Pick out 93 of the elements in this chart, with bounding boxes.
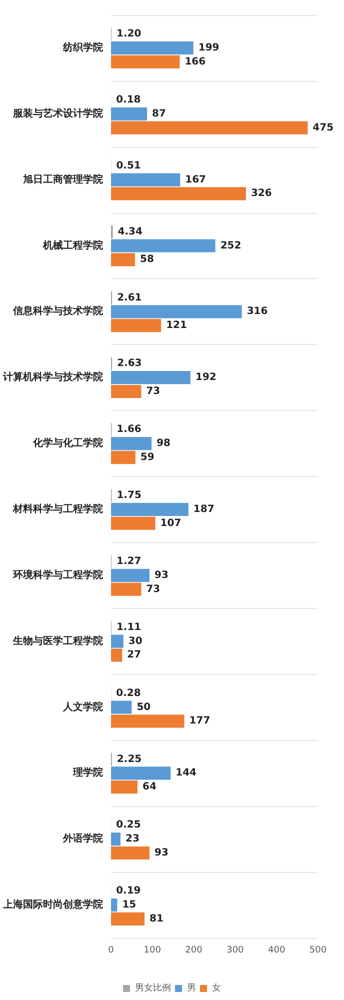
bar (111, 55, 180, 68)
y-tick-label: 纺织学院 (62, 41, 103, 54)
data-label: 192 (195, 372, 216, 384)
bar (111, 319, 162, 332)
data-label: 4.34 (118, 226, 143, 238)
data-label: 326 (250, 188, 272, 200)
bar (111, 107, 148, 120)
data-label: 316 (246, 306, 268, 318)
bar (111, 436, 152, 450)
bar (111, 502, 188, 516)
data-label: 87 (152, 108, 166, 120)
bar (111, 780, 138, 794)
x-tick-label: 500 (309, 946, 327, 956)
data-label: 0.51 (116, 160, 141, 172)
data-label: 58 (140, 254, 154, 266)
data-label: 1.75 (116, 490, 142, 502)
bar (111, 41, 194, 55)
data-label: 15 (122, 900, 136, 911)
bar (111, 634, 124, 648)
data-label: 121 (166, 320, 188, 332)
data-label: 98 (156, 438, 171, 450)
bar (111, 187, 246, 200)
y-tick-label: 信息科学与技术学院 (12, 305, 103, 318)
y-tick-label: 旭日工商管理学院 (22, 173, 103, 186)
data-label: 50 (136, 702, 151, 713)
y-tick-label: 计算机科学与技术学院 (2, 371, 103, 384)
bar (111, 714, 184, 728)
data-label: 2.25 (116, 754, 142, 765)
x-tick-label: 300 (226, 946, 244, 956)
data-label: 30 (128, 636, 142, 647)
y-tick-label: 理学院 (72, 766, 103, 779)
data-label: 2.61 (117, 292, 142, 304)
y-tick-label: 上海国际时尚创意学院 (2, 898, 103, 911)
x-tick-label: 0 (108, 946, 114, 956)
data-label: 1.20 (116, 28, 142, 40)
data-label: 0.25 (116, 820, 141, 831)
bar (111, 450, 136, 464)
y-tick-label: 服装与艺术设计学院 (12, 107, 103, 120)
data-label: 93 (154, 847, 168, 858)
bar (111, 173, 180, 186)
data-label: 59 (140, 452, 154, 463)
data-label: 475 (312, 122, 334, 134)
data-label: 167 (185, 174, 206, 186)
y-tick-label: 化学与化工学院 (32, 437, 103, 450)
legend-label: 男女比例 (135, 982, 171, 994)
y-tick-label: 人文学院 (62, 700, 103, 713)
bar (111, 305, 242, 318)
data-label: 252 (220, 240, 242, 252)
data-label: 1.11 (116, 622, 142, 633)
data-label: 1.66 (116, 424, 142, 436)
bar (111, 582, 142, 596)
bar (111, 384, 142, 398)
bar (111, 912, 145, 926)
bar (111, 516, 156, 530)
data-label: 107 (160, 518, 182, 529)
legend-label: 男 (187, 982, 196, 994)
data-label: 177 (189, 716, 210, 727)
data-label: 93 (154, 570, 168, 581)
x-tick-label: 200 (185, 946, 203, 956)
data-label: 81 (150, 913, 164, 924)
bar (111, 121, 308, 134)
data-label: 2.63 (117, 358, 142, 370)
data-label: 0.28 (116, 688, 141, 699)
bar (111, 700, 132, 714)
y-tick-label: 环境科学与工程学院 (12, 568, 103, 581)
y-tick-label: 机械工程学院 (42, 239, 103, 252)
data-label: 1.27 (116, 556, 142, 568)
data-label: 0.19 (116, 886, 141, 897)
bar (111, 568, 150, 582)
bar (111, 898, 118, 912)
y-tick-label: 生物与医学工程学院 (12, 634, 103, 647)
data-label: 73 (146, 386, 160, 397)
bar (111, 832, 121, 846)
legend-label: 女 (212, 982, 221, 994)
data-label: 166 (184, 56, 206, 68)
y-tick-label: 材料科学与工程学院 (12, 502, 103, 515)
data-label: 0.18 (116, 94, 141, 106)
bar (111, 648, 122, 662)
y-tick-label: 外语学院 (62, 832, 103, 845)
data-label: 199 (198, 42, 220, 54)
bar (111, 253, 136, 266)
data-label: 64 (142, 782, 156, 793)
x-tick-label: 400 (268, 946, 286, 956)
bar (111, 766, 171, 780)
bar (111, 239, 216, 252)
data-label: 27 (127, 650, 142, 661)
data-label: 144 (176, 768, 197, 779)
x-tick-label: 100 (144, 946, 162, 956)
data-label: 73 (146, 584, 160, 595)
data-label: 23 (126, 834, 140, 845)
bar (111, 846, 150, 860)
bar (111, 371, 190, 384)
data-label: 187 (193, 504, 214, 515)
